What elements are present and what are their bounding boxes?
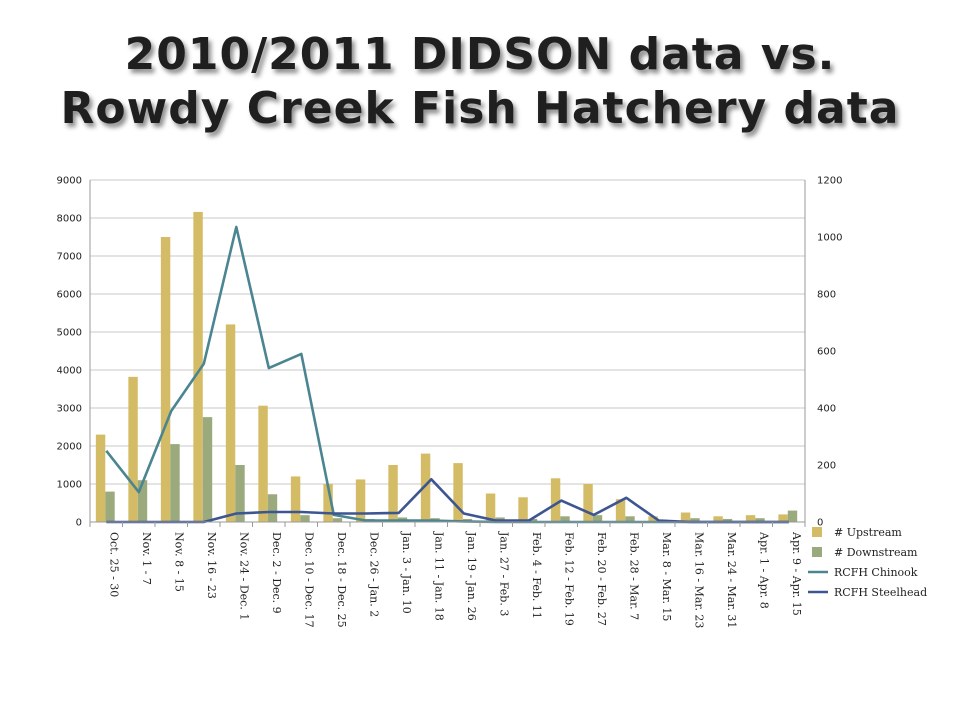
bar-downstream [690,518,700,522]
x-category-label: Feb. 20 - Feb. 27 [595,532,608,626]
axes: 0 1000 2000 3000 4000 5000 6000 7000 8000 9000 0 20… [57,176,843,629]
x-category-label: Nov. 16 - 23 [205,532,218,599]
x-category-label: Mar. 8 - Mar. 15 [660,532,673,621]
x-category-label: Dec. 26 - Jan. 2 [367,532,380,617]
y-left-tick-label: 0 [76,518,82,529]
y-left-tick-label: 7000 [57,252,82,263]
bar-downstream [625,516,635,522]
legend-swatch [812,527,822,537]
bar-downstream [560,516,570,522]
bar-upstream [713,516,723,522]
bar-upstream [95,434,106,522]
bar-upstream [355,479,366,522]
legend-swatch [812,547,822,557]
bar-upstream [648,516,658,522]
bar-upstream [323,484,333,522]
y-right-tick-label: 1200 [817,176,842,187]
bar-upstream [518,497,528,522]
x-category-label: Jan. 3 - Jan. 10 [400,531,413,614]
bar-upstream [680,512,691,522]
x-category-label: Nov. 8 - 15 [172,532,185,592]
x-category-label: Oct. 25 - 30 [107,532,120,597]
y-left-tick-label: 9000 [57,176,82,187]
bar-upstream [225,324,236,522]
x-category-label: Mar. 16 - Mar. 23 [692,532,705,628]
bar-downstream [105,491,115,522]
bar-upstream [453,463,463,522]
x-category-label: Dec. 2 - Dec. 9 [270,532,283,614]
legend-label: # Upstream [834,526,902,539]
bar-upstream [745,515,756,522]
bar-downstream [592,515,603,522]
x-category-label: Nov. 24 - Dec. 1 [237,532,250,620]
slide-title-line-1: 2010/2011 DIDSON data vs. [124,29,836,80]
legend-label: # Downstream [834,546,918,559]
x-category-label: Dec. 18 - Dec. 25 [335,532,348,628]
bar-upstream [160,237,171,522]
y-right-tick-label: 1000 [817,233,842,244]
bar-downstream [722,518,733,522]
x-category-label: Feb. 4 - Feb. 11 [530,532,543,619]
slide-title: 2010/2011 DIDSON data vs. Rowdy Creek Fi… [0,28,960,136]
slide-title-line-2: Rowdy Creek Fish Hatchery data [60,83,900,134]
y-right-tick-label: 600 [817,347,836,358]
x-category-label: Apr. 9 - Apr. 15 [790,531,803,616]
bar-upstream [485,493,496,522]
y-left-tick-label: 8000 [57,214,82,225]
x-category-label: Jan. 11 - Jan. 18 [432,531,445,621]
bar-upstream [420,453,431,522]
line-rcfh-steelhead [106,477,789,524]
x-category-label: Feb. 12 - Feb. 19 [562,532,575,626]
bar-upstream [193,211,203,523]
bar-downstream [300,515,310,522]
y-left-tick-label: 4000 [57,366,82,377]
y-right-tick-label: 200 [817,461,836,472]
bar-upstream [388,465,398,522]
y-right-tick-label: 0 [817,518,823,529]
y-left-tick-label: 1000 [57,480,82,491]
legend: # Upstream # Downstream RCFH Chinook RCFH S… [808,526,927,599]
gridlines [90,179,805,523]
y-left-tick-label: 3000 [57,404,82,415]
legend-label: RCFH Chinook [834,566,918,579]
bar-downstream [787,510,798,522]
bar-downstream [137,480,148,522]
x-category-label: Feb. 28 - Mar. 7 [627,532,640,620]
bar-upstream [583,484,593,522]
bar-downstream [267,494,278,522]
bar-downstream [527,518,538,522]
y-right-tick-label: 800 [817,290,836,301]
x-category-label: Apr. 1 - Apr. 8 [757,531,770,609]
legend-label: RCFH Steelhead [834,586,927,599]
bar-upstream [258,405,268,522]
bar-downstream [235,465,245,522]
x-category-label: Jan. 27 - Feb. 3 [497,531,510,616]
bar-upstream [778,514,788,522]
y-left-tick-label: 2000 [57,442,82,453]
y-left-tick-label: 5000 [57,328,82,339]
bar-downstream [202,417,213,522]
bar-upstream [290,476,301,522]
x-category-label: Jan. 19 - Jan. 26 [465,531,478,621]
y-right-tick-label: 400 [817,404,836,415]
bar-downstream [755,518,765,522]
bar-upstream [550,478,561,522]
x-category-label: Mar. 24 - Mar. 31 [725,532,738,628]
bar-upstream [128,376,138,522]
y-left-tick-label: 6000 [57,290,82,301]
x-category-label: Nov. 1 - 7 [140,532,153,585]
bar-upstream [615,499,626,522]
x-category-label: Dec. 10 - Dec. 17 [302,532,315,628]
bar-downstream [170,444,180,522]
bar-downstream [332,518,343,522]
bars [95,211,798,523]
